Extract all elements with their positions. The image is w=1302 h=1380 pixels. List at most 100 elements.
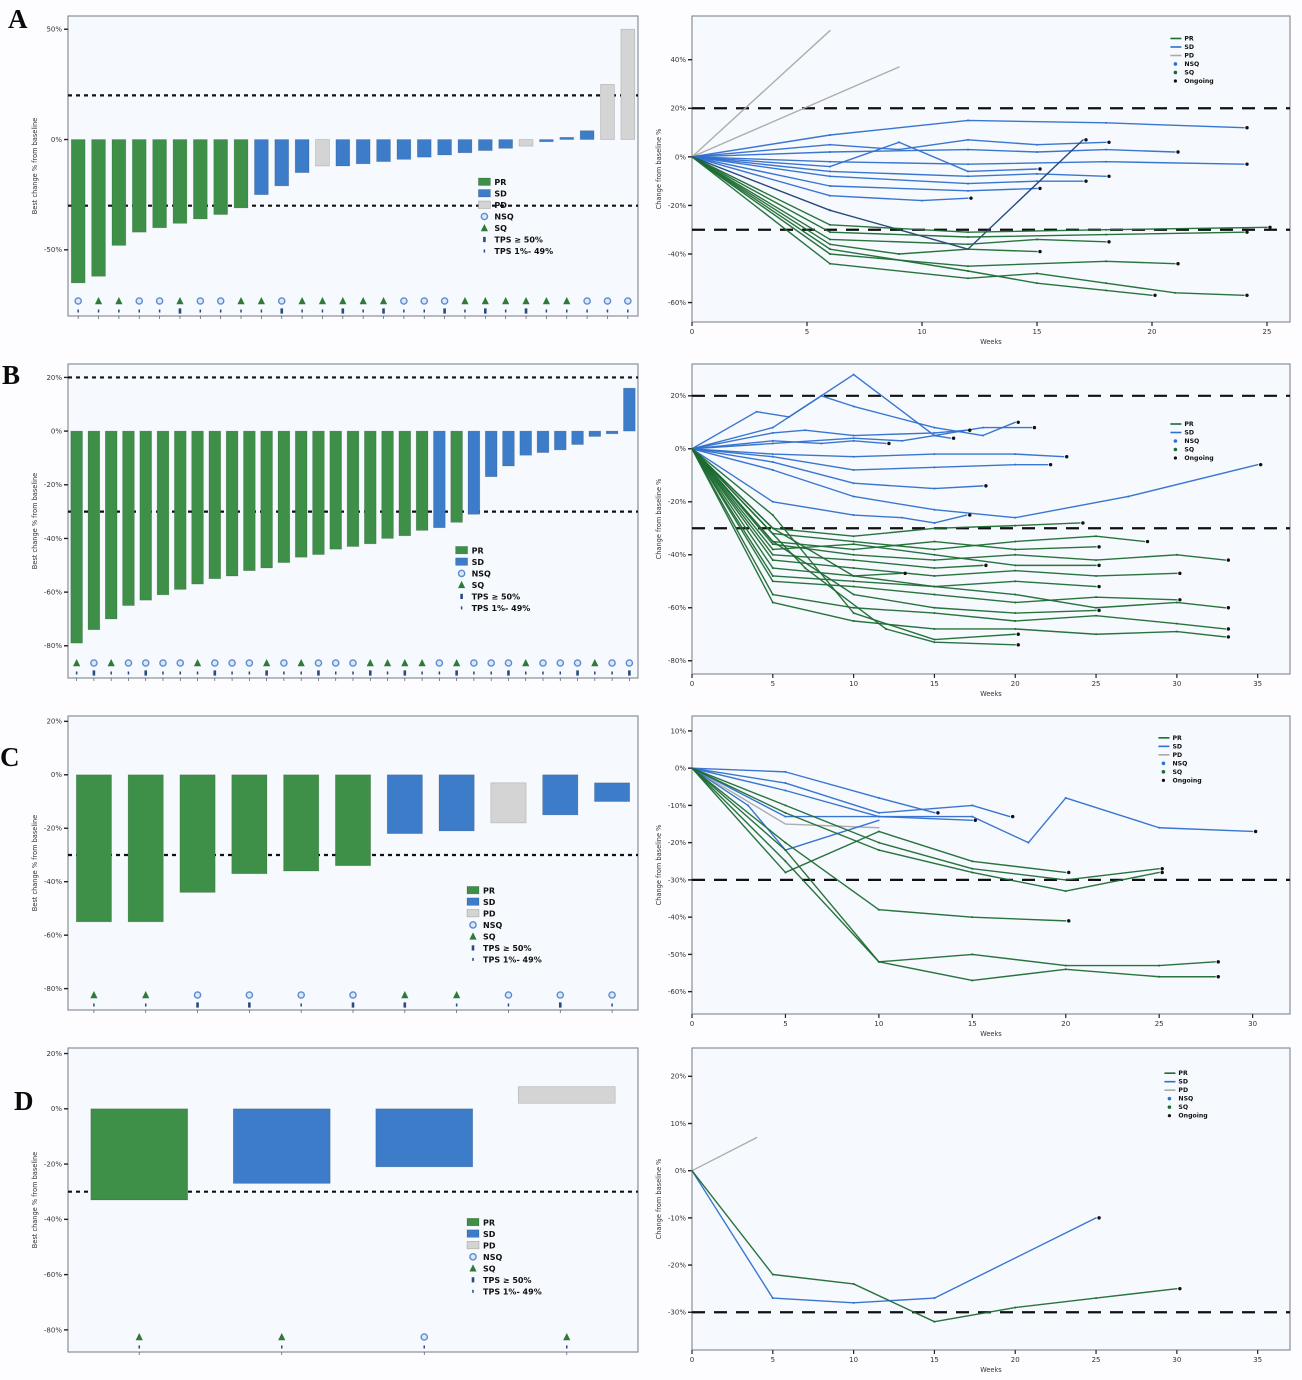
panel-a-spider-chart: 40% 20% 0% -20% -40% -60% Change from baseline… (655, 15, 1291, 346)
svg-text:30: 30 (1172, 680, 1181, 688)
svg-text:15: 15 (930, 680, 939, 688)
svg-text:-20%: -20% (668, 498, 686, 506)
svg-text:SD: SD (483, 898, 496, 907)
svg-text:-20%: -20% (668, 839, 686, 847)
svg-text:PD: PD (1172, 752, 1182, 759)
svg-text:SD: SD (494, 190, 507, 199)
svg-text:TPS ≥ 50%: TPS ≥ 50% (494, 236, 543, 245)
svg-text:TPS ≥ 50%: TPS ≥ 50% (483, 1276, 532, 1285)
svg-text:5: 5 (771, 1356, 775, 1364)
svg-text:Ongoing: Ongoing (1172, 777, 1201, 784)
svg-text:PD: PD (483, 909, 496, 918)
svg-text:5: 5 (783, 1020, 787, 1028)
svg-text:0: 0 (690, 328, 694, 336)
svg-text:30: 30 (1248, 1020, 1257, 1028)
svg-text:SD: SD (483, 1230, 496, 1239)
svg-text:15: 15 (1033, 328, 1042, 336)
svg-text:Weeks: Weeks (980, 338, 1002, 346)
svg-text:NSQ: NSQ (1178, 1096, 1193, 1103)
svg-text:0%: 0% (675, 445, 686, 453)
panel-label-d: D (14, 1086, 34, 1116)
panel-b-spider-chart: 20% 0% -20% -40% -60% -80% Change from baselin… (655, 363, 1291, 698)
svg-text:-60%: -60% (44, 1271, 62, 1279)
svg-text:20: 20 (1061, 1020, 1070, 1028)
svg-text:PR: PR (483, 886, 495, 895)
svg-text:15: 15 (930, 1356, 939, 1364)
svg-text:NSQ: NSQ (472, 569, 491, 578)
svg-text:Change from baseline %: Change from baseline % (655, 825, 663, 906)
svg-text:-60%: -60% (44, 932, 62, 940)
svg-text:-80%: -80% (44, 1326, 62, 1334)
panel-label-a: A (8, 4, 28, 34)
svg-text:0: 0 (690, 1020, 694, 1028)
svg-text:5: 5 (805, 328, 809, 336)
svg-text:TPS 1%- 49%: TPS 1%- 49% (494, 247, 553, 256)
svg-text:25: 25 (1092, 1356, 1101, 1364)
svg-text:20: 20 (1011, 1356, 1020, 1364)
svg-text:35: 35 (1253, 680, 1262, 688)
svg-text:PD: PD (1178, 1087, 1188, 1094)
svg-text:PR: PR (472, 546, 484, 555)
svg-text:PR: PR (494, 178, 506, 187)
svg-text:-60%: -60% (668, 299, 686, 307)
svg-text:0%: 0% (51, 1105, 62, 1113)
svg-text:NSQ: NSQ (1184, 61, 1199, 68)
svg-text:0%: 0% (51, 427, 62, 435)
svg-text:-40%: -40% (668, 914, 686, 922)
svg-text:TPS 1%- 49%: TPS 1%- 49% (472, 604, 531, 613)
svg-text:20%: 20% (46, 718, 62, 726)
panel-label-b: B (2, 360, 21, 390)
svg-text:25: 25 (1092, 680, 1101, 688)
svg-text:Best change % from baseline: Best change % from baseline (31, 118, 39, 214)
panel-d-waterfall-chart: 20% 0% -20% -40% -60% -80% Best change % from … (31, 1047, 639, 1355)
svg-text:50%: 50% (46, 26, 62, 34)
svg-text:SQ: SQ (1178, 1104, 1188, 1111)
svg-text:Change from baseline %: Change from baseline % (655, 1159, 663, 1240)
svg-text:NSQ: NSQ (494, 213, 513, 222)
svg-text:5: 5 (771, 680, 775, 688)
panel-label-c: C (0, 742, 20, 772)
svg-text:20: 20 (1011, 680, 1020, 688)
svg-text:10: 10 (874, 1020, 883, 1028)
svg-text:NSQ: NSQ (1172, 760, 1187, 767)
panel-d-spider-chart: 20% 10% 0% -10% -20% -30% Change from baseline… (655, 1047, 1291, 1374)
svg-text:-50%: -50% (668, 951, 686, 959)
svg-text:SQ: SQ (1184, 69, 1194, 76)
panel-b-waterfall-chart: 20% 0% -20% -40% -60% -80% Best change % from … (31, 363, 639, 681)
svg-text:Ongoing: Ongoing (1184, 455, 1213, 462)
svg-text:SD: SD (1172, 743, 1182, 750)
svg-text:Weeks: Weeks (980, 1030, 1002, 1038)
svg-text:0%: 0% (675, 1167, 686, 1175)
svg-text:20: 20 (1148, 328, 1157, 336)
svg-text:10: 10 (849, 680, 858, 688)
svg-text:-40%: -40% (668, 551, 686, 559)
svg-text:10: 10 (918, 328, 927, 336)
panel-c-spider-chart: 10% 0% -10% -20% -30% -40% -50% -60% Change from… (655, 715, 1291, 1038)
svg-text:SD: SD (1184, 430, 1194, 437)
svg-text:Weeks: Weeks (980, 690, 1002, 698)
svg-text:-60%: -60% (668, 988, 686, 996)
svg-text:Ongoing: Ongoing (1184, 78, 1213, 85)
svg-text:20%: 20% (46, 374, 62, 382)
svg-text:-40%: -40% (44, 878, 62, 886)
svg-text:-40%: -40% (44, 1216, 62, 1224)
svg-text:PR: PR (1178, 1070, 1188, 1077)
panel-a-waterfall-chart: 50% 0% -50% Best change % from baseline PR SD… (31, 15, 639, 319)
svg-text:PR: PR (1184, 421, 1194, 428)
svg-text:-20%: -20% (44, 825, 62, 833)
svg-text:20%: 20% (46, 1050, 62, 1058)
svg-text:Best change % from baseline: Best change % from baseline (31, 1152, 39, 1248)
svg-text:-20%: -20% (44, 481, 62, 489)
svg-text:Change from baseline %: Change from baseline % (655, 479, 663, 560)
svg-text:0%: 0% (51, 136, 62, 144)
svg-text:Best change % from baseline: Best change % from baseline (31, 815, 39, 911)
svg-text:-60%: -60% (668, 604, 686, 612)
svg-text:0%: 0% (51, 771, 62, 779)
svg-text:PD: PD (483, 1241, 496, 1250)
panel-c-waterfall-chart: 20% 0% -20% -40% -60% -80% Best change % from … (31, 715, 639, 1013)
svg-text:0: 0 (690, 680, 694, 688)
svg-text:-20%: -20% (44, 1160, 62, 1168)
svg-text:-10%: -10% (668, 1214, 686, 1222)
svg-text:PD: PD (494, 201, 507, 210)
